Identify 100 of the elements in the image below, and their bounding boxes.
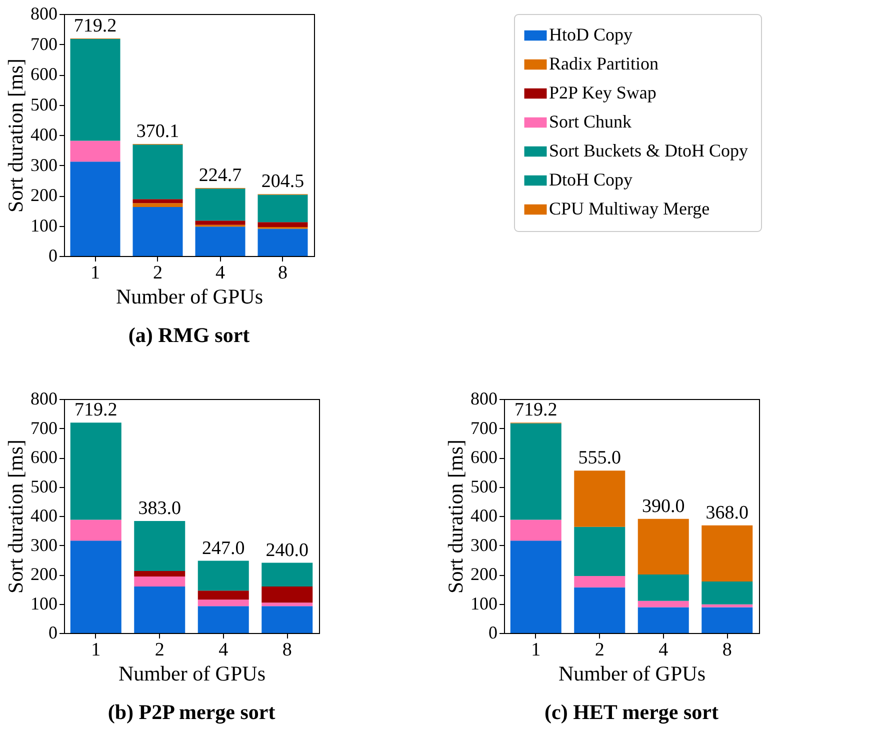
total-label: 719.2: [514, 400, 558, 421]
legend-label: Sort Chunk: [549, 112, 632, 132]
x-tick-label: 2: [594, 640, 604, 660]
bar: [638, 574, 689, 601]
bar: [198, 606, 249, 633]
total-label: 390.0: [642, 496, 685, 517]
bar: [638, 518, 689, 574]
y-tick-label: 600: [30, 64, 58, 84]
bar: [70, 39, 120, 141]
total-label: 719.2: [74, 400, 118, 421]
y-tick-label: 400: [30, 124, 58, 144]
legend-label: HtoD Copy: [549, 24, 633, 44]
x-tick-label: 4: [216, 262, 226, 284]
bar: [70, 540, 122, 633]
bar: [702, 525, 753, 582]
y-tick-label: 200: [30, 185, 58, 205]
bar: [258, 194, 308, 222]
bar: [134, 520, 186, 571]
bar: [70, 140, 120, 162]
bar: [198, 600, 249, 606]
bar: [195, 220, 246, 225]
y-tick-label: 500: [30, 94, 58, 114]
y-tick-label: 600: [470, 447, 498, 467]
legend-label: Radix Partition: [549, 54, 658, 74]
total-label: 247.0: [202, 538, 245, 559]
x-axis-title: Number of GPUs: [558, 662, 706, 686]
x-tick-label: 8: [278, 262, 288, 284]
y-tick-label: 500: [30, 476, 58, 496]
x-tick-label: 8: [282, 640, 292, 660]
bar: [195, 188, 246, 221]
bar: [510, 423, 562, 520]
bar: [262, 586, 313, 603]
y-tick-label: 300: [30, 534, 58, 555]
total-label: 224.7: [198, 165, 242, 186]
bar: [510, 540, 562, 633]
y-tick-label: 700: [30, 418, 58, 438]
total-label: 240.0: [266, 540, 308, 561]
y-axis-title: Sort duration [ms]: [444, 440, 468, 594]
bar: [574, 587, 626, 633]
y-tick-label: 200: [470, 564, 498, 584]
bar: [258, 222, 308, 227]
total-label: 204.5: [261, 171, 304, 192]
legend-label: Sort Buckets & DtoH Copy: [549, 140, 748, 160]
y-tick-label: 400: [30, 506, 58, 526]
y-tick-label: 0: [48, 246, 58, 266]
y-tick-label: 0: [488, 622, 498, 642]
y-tick-label: 100: [30, 593, 58, 614]
x-axis-title: Number of GPUs: [118, 662, 266, 686]
x-tick-label: 2: [154, 640, 164, 660]
bar: [262, 562, 313, 586]
y-tick-label: 0: [48, 622, 58, 642]
total-label: 370.1: [136, 121, 180, 142]
x-tick-label: 4: [658, 640, 669, 660]
bar: [262, 602, 313, 606]
bar: [702, 604, 753, 608]
bar: [574, 576, 626, 588]
bar: [510, 520, 562, 541]
bar: [198, 590, 249, 600]
bar: [134, 570, 186, 577]
bar: [702, 582, 753, 604]
bar: [132, 206, 183, 256]
bar: [134, 586, 186, 633]
bar: [134, 576, 186, 586]
y-tick-label: 100: [30, 215, 58, 236]
x-tick-label: 8: [722, 640, 732, 660]
y-tick-label: 700: [30, 34, 58, 54]
y-tick-label: 100: [470, 593, 498, 614]
text: (b) P2P merge sort: [108, 700, 276, 724]
bar: [132, 199, 183, 204]
total-label: 555.0: [578, 448, 621, 469]
total-label: 368.0: [706, 502, 748, 524]
y-tick-label: 800: [30, 4, 58, 24]
total-label: 719.2: [74, 15, 117, 36]
y-tick-label: 800: [30, 388, 58, 408]
text: (a) RMG sort: [128, 323, 250, 347]
x-axis-title: Number of GPUs: [116, 284, 263, 308]
bar: [132, 144, 183, 200]
bar: [638, 607, 689, 633]
legend-label: CPU Multiway Merge: [549, 198, 710, 218]
bar: [198, 560, 249, 591]
bar: [638, 600, 689, 608]
x-tick-label: 2: [153, 262, 162, 284]
x-tick-label: 4: [218, 640, 229, 660]
bar: [574, 526, 626, 576]
total-label: 383.0: [138, 498, 181, 519]
bar: [574, 470, 626, 527]
bar: [702, 607, 753, 633]
legend-label: DtoH Copy: [549, 170, 633, 190]
x-tick-label: 1: [91, 640, 101, 660]
x-tick-label: 1: [90, 262, 100, 284]
bar: [132, 203, 183, 207]
bar: [70, 520, 122, 541]
y-tick-label: 800: [470, 388, 498, 408]
x-tick-label: 1: [531, 640, 541, 660]
bar: [262, 606, 313, 633]
text: (c) HET merge sort: [544, 700, 718, 724]
y-axis-title: Sort duration [ms]: [4, 440, 28, 594]
y-tick-label: 200: [30, 564, 58, 584]
y-tick-label: 300: [30, 154, 58, 175]
y-tick-label: 700: [470, 418, 498, 438]
